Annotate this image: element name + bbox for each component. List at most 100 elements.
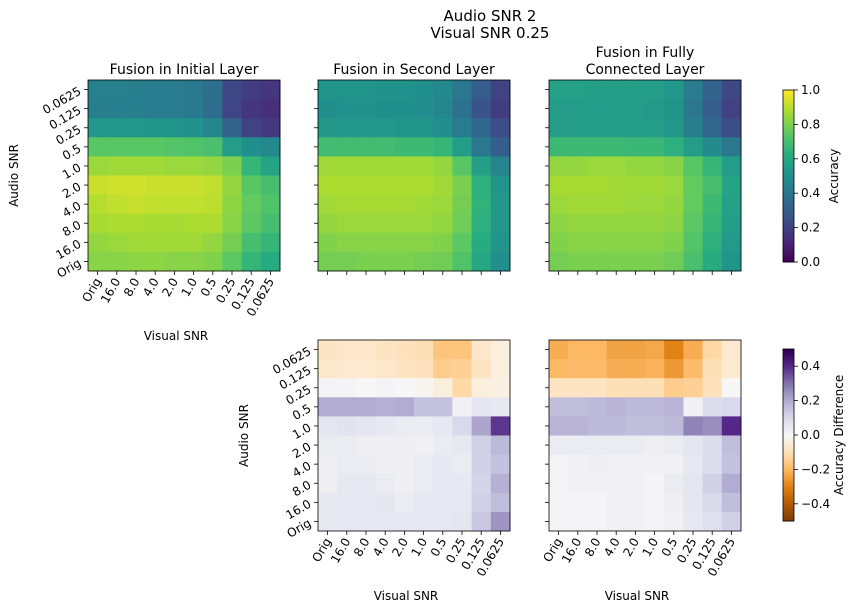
heatmap-cell [625,175,646,195]
heatmap-cell [375,435,396,455]
heatmap-cell [587,213,607,234]
heatmap-cell [664,213,684,234]
heatmap-cell [222,194,242,215]
heatmap-cell [683,340,703,360]
colorbar-segment [783,387,794,391]
colorbar-tick-label: 0.0 [801,255,820,269]
heatmap-cell [318,194,338,215]
heatmap-initial: 0.06250.1250.250.51.02.04.08.016.0OrigOr… [7,62,281,343]
heatmap-cell [549,492,569,513]
colorbar-segment [783,443,794,447]
heatmap-cell [645,359,665,379]
colorbar-segment [783,409,794,412]
heatmap-cell [645,251,665,272]
heatmap-cell [664,194,684,215]
heatmap-cell [683,435,703,455]
colorbar-segment [783,518,794,522]
heatmap-cell [549,359,569,379]
heatmap-cell [184,232,204,253]
colorbar-segment [783,400,794,404]
colorbar-frame [782,89,795,263]
heatmap-cell [145,194,166,215]
heatmap-cell [452,416,472,436]
heatmap-cell [375,492,396,513]
heatmap-cell [88,137,108,157]
heatmap-cell [337,194,357,215]
colorbar-segment [783,206,794,209]
heatmap-cell [414,213,434,234]
colorbar-segment [783,203,794,207]
colorbar-segment [783,364,794,367]
heatmap-cell [625,137,646,157]
heatmap-cell [471,80,492,100]
colorbar-segment [783,216,794,220]
heatmap-cell [318,137,338,157]
heatmap-cell [145,213,166,234]
heatmap-cell [683,175,703,195]
heatmap-cell [664,473,684,494]
heatmap-cell [184,213,204,234]
colorbar-segment [783,178,794,181]
heatmap-cell [414,359,434,379]
heatmap-cell [203,175,223,195]
heatmap-cell [702,175,723,195]
colorbar-segment [783,361,794,365]
heatmap-cell [683,194,703,215]
heatmap-cell [394,511,415,532]
heatmap-cell [164,99,185,119]
heatmap-cell [88,80,108,100]
heatmap-cell [625,378,646,398]
heatmap-cell [702,473,723,494]
colorbar-segment [783,251,794,254]
heatmap-cell [721,492,742,513]
heatmap-cell [241,99,262,119]
plot-frame [317,79,511,272]
colorbar-tick-label: 0.2 [801,221,820,235]
heatmap-cell [414,340,434,360]
heatmap-cell [356,175,376,195]
heatmap-cell [587,397,607,417]
heatmap-cell [222,232,242,253]
colorbar-segment [783,426,794,430]
heatmap-cell [490,473,511,494]
heatmap-cell [184,99,204,119]
heatmap-cell [375,511,396,532]
colorbar-segment [783,191,794,194]
heatmap-cell [107,194,127,215]
heatmap-cell [126,175,146,195]
colorbar-segment [783,150,794,153]
heatmap-cell [184,194,204,215]
colorbar-segment [783,240,794,244]
x-tick-label: 1.0 [179,276,201,300]
heatmap-cell [88,118,108,138]
heatmap-cell [414,492,434,513]
heatmap-cell [394,175,415,195]
heatmap-cell [568,137,588,157]
heatmap-cell [549,137,569,157]
heatmap-cell [414,99,434,119]
colorbar-cb_acc: 0.0 0.2 0.4 0.6 0.8 1.0 Accuracy [782,83,841,269]
colorbar-segment [783,249,794,252]
heatmap-cell [645,435,665,455]
heatmap-cell [452,251,472,272]
heatmap-cell [645,232,665,253]
heatmap-cell [394,194,415,215]
heatmap-cell [164,156,185,176]
figure-title-line1: Audio SNR 2 [444,7,537,25]
colorbar-segment [783,417,794,421]
heatmap-cell [549,80,569,100]
heatmap-cell [490,80,511,100]
heatmap-cell [222,137,242,157]
heatmap-cell [471,359,492,379]
heatmap-cell [702,80,723,100]
heatmap-cell [414,232,434,253]
colorbar-segment [783,368,794,371]
heatmap-cell [145,251,166,272]
heatmap-cell [414,378,434,398]
heatmap-cell [549,194,569,215]
heatmap-cell [490,194,511,215]
heatmap-cell [606,416,627,436]
colorbar-segment [783,133,794,136]
heatmap-cell [702,194,723,215]
heatmap-cell [471,99,492,119]
